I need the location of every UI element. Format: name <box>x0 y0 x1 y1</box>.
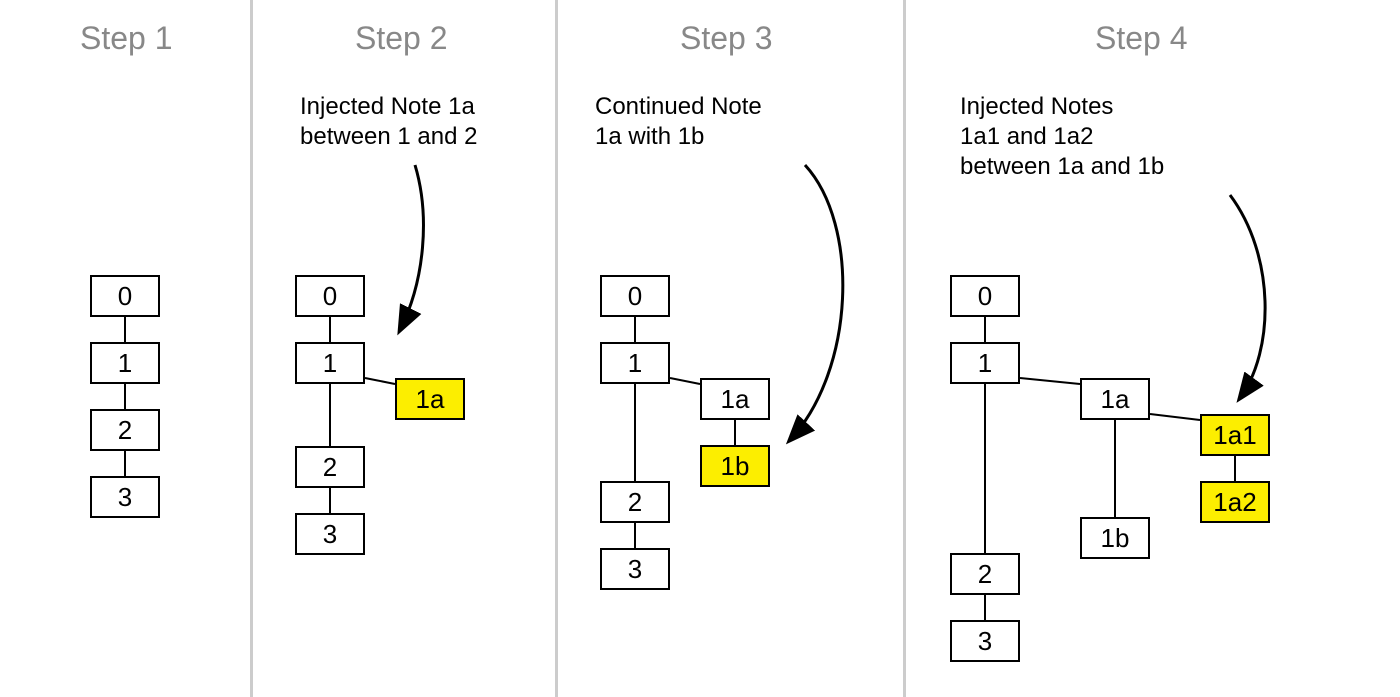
step2-caption: Injected Note 1abetween 1 and 2 <box>300 92 477 152</box>
node-label: 1 <box>323 348 337 379</box>
node-label: 1a <box>721 384 750 415</box>
node-label: 0 <box>323 281 337 312</box>
node-s3n3: 3 <box>600 548 670 590</box>
node-s4n1: 1 <box>950 342 1020 384</box>
node-label: 1a2 <box>1213 487 1256 518</box>
node-s2n1a: 1a <box>395 378 465 420</box>
edge-s2n1-s2n1a <box>365 378 395 384</box>
divider-3 <box>903 0 906 697</box>
node-s2n0: 0 <box>295 275 365 317</box>
node-label: 0 <box>978 281 992 312</box>
node-s4n1a: 1a <box>1080 378 1150 420</box>
node-s3n2: 2 <box>600 481 670 523</box>
node-s1n2: 2 <box>90 409 160 451</box>
step1-title: Step 1 <box>80 20 173 57</box>
edge-s4n1a-s4n1a1 <box>1150 414 1200 420</box>
node-s1n3: 3 <box>90 476 160 518</box>
node-s2n1: 1 <box>295 342 365 384</box>
node-s1n1: 1 <box>90 342 160 384</box>
node-label: 1 <box>118 348 132 379</box>
node-label: 3 <box>118 482 132 513</box>
node-label: 3 <box>628 554 642 585</box>
step2-arrow <box>400 165 423 330</box>
node-label: 1b <box>721 451 750 482</box>
node-s4n1b: 1b <box>1080 517 1150 559</box>
step4-arrow <box>1230 195 1265 398</box>
node-s3n1b: 1b <box>700 445 770 487</box>
step3-title: Step 3 <box>680 20 773 57</box>
node-s2n2: 2 <box>295 446 365 488</box>
node-s4n1a1: 1a1 <box>1200 414 1270 456</box>
step3-caption: Continued Note1a with 1b <box>595 92 762 152</box>
edge-s3n1-s3n1a <box>670 378 700 384</box>
node-label: 1 <box>628 348 642 379</box>
divider-2 <box>555 0 558 697</box>
edge-s4n1-s4n1a <box>1020 378 1080 384</box>
node-label: 2 <box>118 415 132 446</box>
step4-title: Step 4 <box>1095 20 1188 57</box>
node-s3n1: 1 <box>600 342 670 384</box>
step3-arrow <box>790 165 843 440</box>
node-s4n2: 2 <box>950 553 1020 595</box>
node-s3n1a: 1a <box>700 378 770 420</box>
node-label: 1a <box>416 384 445 415</box>
node-label: 1a <box>1101 384 1130 415</box>
node-label: 1 <box>978 348 992 379</box>
node-label: 2 <box>323 452 337 483</box>
step2-title: Step 2 <box>355 20 448 57</box>
node-label: 2 <box>628 487 642 518</box>
node-label: 0 <box>118 281 132 312</box>
node-s1n0: 0 <box>90 275 160 317</box>
diagram-canvas: Step 1 0 1 2 3 Step 2 Injected Note 1abetween … <box>0 0 1400 697</box>
node-s4n3: 3 <box>950 620 1020 662</box>
node-s4n0: 0 <box>950 275 1020 317</box>
node-label: 3 <box>323 519 337 550</box>
node-s2n3: 3 <box>295 513 365 555</box>
node-label: 1b <box>1101 523 1130 554</box>
node-label: 2 <box>978 559 992 590</box>
node-label: 1a1 <box>1213 420 1256 451</box>
node-label: 0 <box>628 281 642 312</box>
node-s3n0: 0 <box>600 275 670 317</box>
divider-1 <box>250 0 253 697</box>
step4-caption: Injected Notes1a1 and 1a2between 1a and … <box>960 92 1164 182</box>
node-s4n1a2: 1a2 <box>1200 481 1270 523</box>
node-label: 3 <box>978 626 992 657</box>
